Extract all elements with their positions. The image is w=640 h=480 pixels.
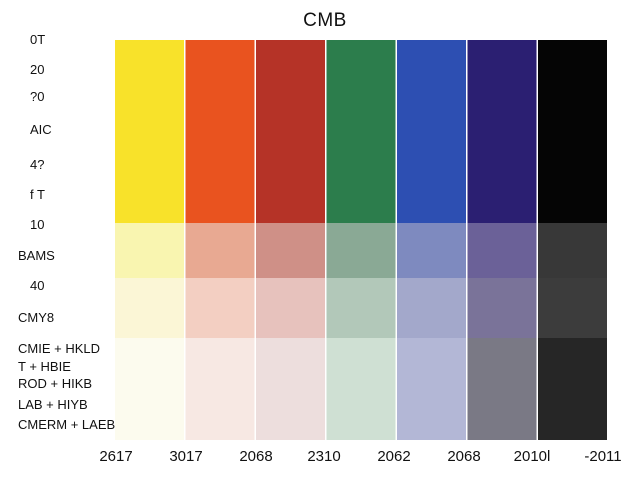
swatch-col7-tint-3 <box>538 338 607 440</box>
swatch-col4-full <box>326 40 396 223</box>
swatch-col5-tint-1 <box>397 223 466 278</box>
column-label: 2010l <box>513 448 551 465</box>
swatch-col6-tint-3 <box>467 338 537 440</box>
row-label: ?0 <box>30 89 45 104</box>
swatch-col3-tint-1 <box>256 223 325 278</box>
swatch-col1-tint-1 <box>115 223 184 278</box>
row-label: AIC <box>30 122 52 137</box>
row-label: ROD + HIKB <box>18 376 93 391</box>
column-label: 2062 <box>377 448 411 465</box>
chart-title: CMB <box>303 10 347 31</box>
column-label: 2068 <box>447 448 481 465</box>
swatch-col2-tint-1 <box>185 223 255 278</box>
column-label: -2011 <box>584 448 622 465</box>
swatch-col3-tint-2 <box>256 278 325 338</box>
column-label: 2310 <box>307 448 341 465</box>
row-label: 10 <box>30 217 45 232</box>
swatch-col3-tint-3 <box>256 338 325 440</box>
swatch-col5-full <box>397 40 466 223</box>
row-label: 20 <box>30 62 45 77</box>
swatch-col6-tint-1 <box>467 223 537 278</box>
swatch-col5-tint-2 <box>397 278 466 338</box>
swatch-col7-tint-2 <box>538 278 607 338</box>
row-label: 0T <box>30 32 46 47</box>
row-label: 4? <box>30 157 45 172</box>
column-label: 2068 <box>239 448 273 465</box>
swatch-col2-tint-2 <box>185 278 255 338</box>
swatch-col6-tint-2 <box>467 278 537 338</box>
row-label: BAMS <box>18 248 55 263</box>
swatch-col2-full <box>185 40 255 223</box>
swatch-col4-tint-2 <box>326 278 396 338</box>
column-label: 3017 <box>169 448 203 465</box>
swatch-col3-full <box>256 40 325 223</box>
row-label: T + HBIE <box>18 359 71 374</box>
row-label: 40 <box>30 278 45 293</box>
swatch-col1-full <box>115 40 184 223</box>
row-label: f T <box>30 187 45 202</box>
swatch-col5-tint-3 <box>397 338 466 440</box>
swatch-col4-tint-3 <box>326 338 396 440</box>
swatch-col4-tint-1 <box>326 223 396 278</box>
column-label: 2617 <box>99 448 133 465</box>
swatch-col1-tint-2 <box>115 278 184 338</box>
swatch-col7-full <box>538 40 607 223</box>
swatch-col6-full <box>467 40 537 223</box>
swatch-col1-tint-3 <box>115 338 184 440</box>
row-label: CMY8 <box>18 310 55 325</box>
row-label: CMERM + LAEB <box>18 417 116 432</box>
row-label: LAB + HIYB <box>18 397 88 412</box>
swatch-col7-tint-1 <box>538 223 607 278</box>
swatch-col2-tint-3 <box>185 338 255 440</box>
row-label: CMIE + HKLD <box>18 341 100 356</box>
